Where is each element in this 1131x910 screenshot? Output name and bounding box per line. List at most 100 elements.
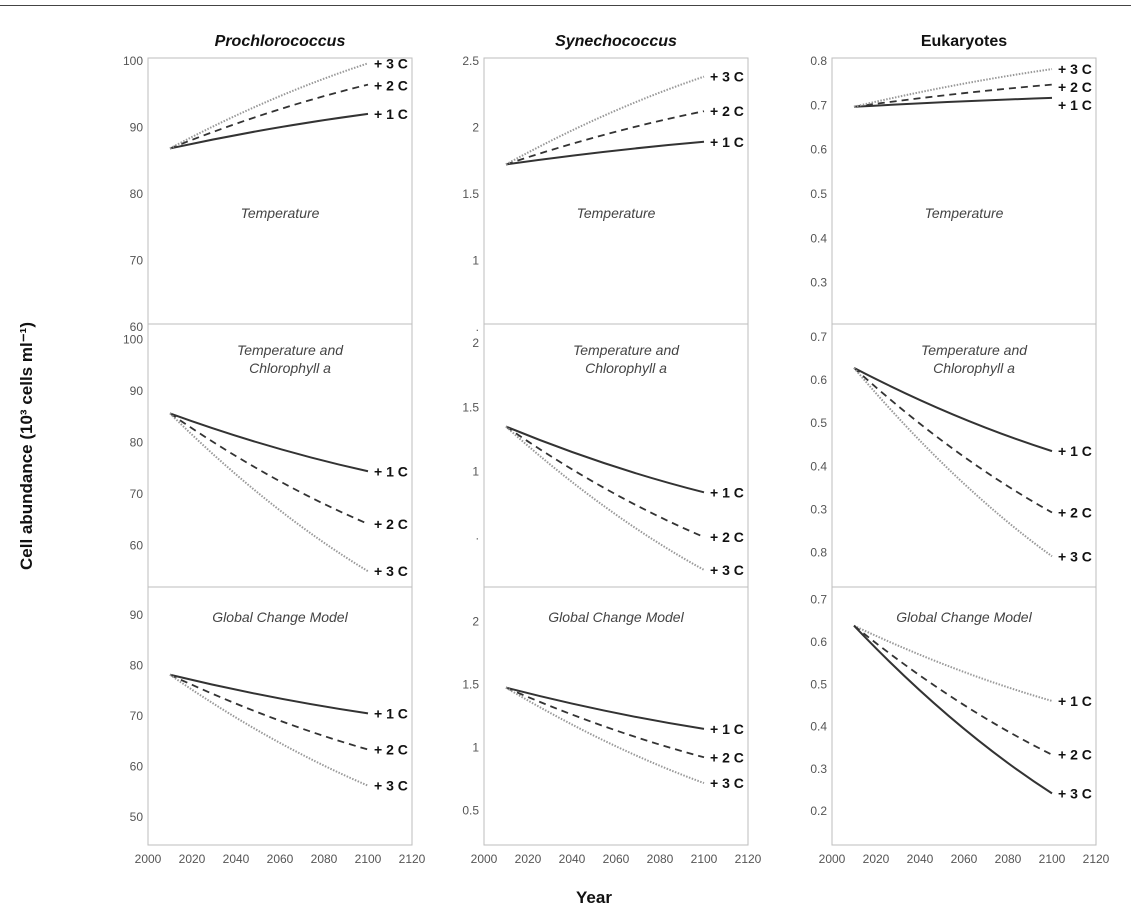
y-tick-label: . [476, 529, 479, 543]
y-tick-label: 60 [130, 760, 144, 774]
series-line [506, 427, 704, 570]
series-end-label: + 1 C [710, 134, 744, 150]
series-line [506, 688, 704, 758]
panel-label: Chlorophyll a [249, 360, 331, 376]
series-line [506, 688, 704, 783]
series-end-label: + 1 C [710, 721, 744, 737]
y-tick-label: 0.4 [810, 459, 827, 473]
x-tick-label: 2100 [355, 852, 382, 866]
y-tick-label: 80 [130, 658, 144, 672]
series-end-label: + 3 C [374, 563, 408, 579]
x-tick-label: 2060 [267, 852, 294, 866]
y-tick-label: 2 [472, 336, 479, 350]
x-tick-label: 2020 [179, 852, 206, 866]
y-tick-label: 0.6 [810, 635, 827, 649]
series-end-label: + 1 C [374, 705, 408, 721]
column-title: Prochlorococcus [215, 33, 346, 50]
series-line [854, 626, 1052, 701]
y-tick-label: 0.6 [810, 373, 827, 387]
chart-text: Cell abundance (10³ cells ml⁻¹) Year 100… [17, 33, 1110, 907]
series-end-label: + 2 C [374, 742, 408, 758]
series-line [506, 111, 704, 164]
panel-frame [484, 587, 748, 845]
x-tick-label: 2080 [995, 852, 1022, 866]
series-line [506, 142, 704, 165]
y-tick-label: 0.4 [810, 720, 827, 734]
x-tick-label: 2000 [135, 852, 162, 866]
series-line [170, 675, 368, 750]
x-tick-label: 2120 [399, 852, 426, 866]
y-tick-label: 0.8 [810, 546, 827, 560]
y-tick-label: 90 [130, 121, 144, 135]
y-tick-label: 0.7 [810, 593, 827, 607]
series-end-label: + 1 C [1058, 97, 1092, 113]
x-tick-label: 2120 [1083, 852, 1110, 866]
series-end-label: + 1 C [710, 484, 744, 500]
y-tick-label: 1.5 [462, 400, 479, 414]
y-tick-label: 0.8 [810, 54, 827, 68]
x-tick-label: 2060 [951, 852, 978, 866]
series-end-label: + 2 C [710, 749, 744, 765]
x-tick-label: 2080 [647, 852, 674, 866]
series-end-label: + 3 C [374, 55, 408, 71]
series-line [170, 413, 368, 523]
panel-label: Temperature and [921, 342, 1028, 358]
y-tick-label: 0.3 [810, 762, 827, 776]
y-tick-label: 1 [472, 465, 479, 479]
panel-label: Chlorophyll a [933, 360, 1015, 376]
series-end-label: + 2 C [710, 103, 744, 119]
series-line [854, 368, 1052, 556]
x-tick-label: 2120 [735, 852, 762, 866]
x-tick-label: 2040 [907, 852, 934, 866]
y-tick-label: 0.3 [810, 276, 827, 290]
y-tick-label: 2 [472, 615, 479, 629]
y-tick-label: 90 [130, 384, 144, 398]
series-end-label: + 1 C [374, 106, 408, 122]
y-axis-title: Cell abundance (10³ cells ml⁻¹) [17, 322, 36, 570]
series-end-label: + 3 C [710, 775, 744, 791]
y-tick-label: 100 [123, 54, 143, 68]
y-tick-label: 0.5 [810, 677, 827, 691]
series-line [170, 675, 368, 714]
panel-label: Global Change Model [212, 609, 348, 625]
series-line [506, 688, 704, 729]
y-tick-label: 90 [130, 608, 144, 622]
x-tick-label: 2000 [819, 852, 846, 866]
series-end-label: + 3 C [1058, 61, 1092, 77]
series-end-label: + 3 C [710, 69, 744, 85]
x-tick-label: 2100 [691, 852, 718, 866]
series-line [170, 63, 368, 148]
series-end-label: + 1 C [1058, 443, 1092, 459]
series-end-label: + 3 C [710, 562, 744, 578]
y-tick-label: 1 [472, 254, 479, 268]
y-tick-label: 0.5 [810, 416, 827, 430]
series-end-label: + 3 C [1058, 785, 1092, 801]
series-line [170, 675, 368, 786]
series-end-label: + 2 C [1058, 504, 1092, 520]
y-tick-label: 60 [130, 539, 144, 553]
series-line [170, 85, 368, 149]
y-tick-label: 2 [472, 121, 479, 135]
series-line [506, 427, 704, 537]
column-title: Synechococcus [555, 33, 677, 50]
panel-label: Temperature and [573, 342, 680, 358]
panel-label: Global Change Model [896, 609, 1032, 625]
y-tick-label: 80 [130, 187, 144, 201]
panel-frame [832, 587, 1096, 845]
x-axis-title: Year [576, 888, 612, 907]
x-tick-label: 2020 [863, 852, 890, 866]
series-line [854, 626, 1052, 755]
series-end-label: + 2 C [374, 516, 408, 532]
x-tick-label: 2020 [515, 852, 542, 866]
y-tick-label: 0.4 [810, 231, 827, 245]
panel-label: Chlorophyll a [585, 360, 667, 376]
y-tick-label: 70 [130, 254, 144, 268]
y-tick-label: 70 [130, 709, 144, 723]
y-tick-label: 2.5 [462, 54, 479, 68]
series-end-label: + 2 C [374, 77, 408, 93]
series-line [854, 626, 1052, 794]
y-tick-label: 70 [130, 487, 144, 501]
series-line [170, 413, 368, 571]
series-line [854, 368, 1052, 451]
